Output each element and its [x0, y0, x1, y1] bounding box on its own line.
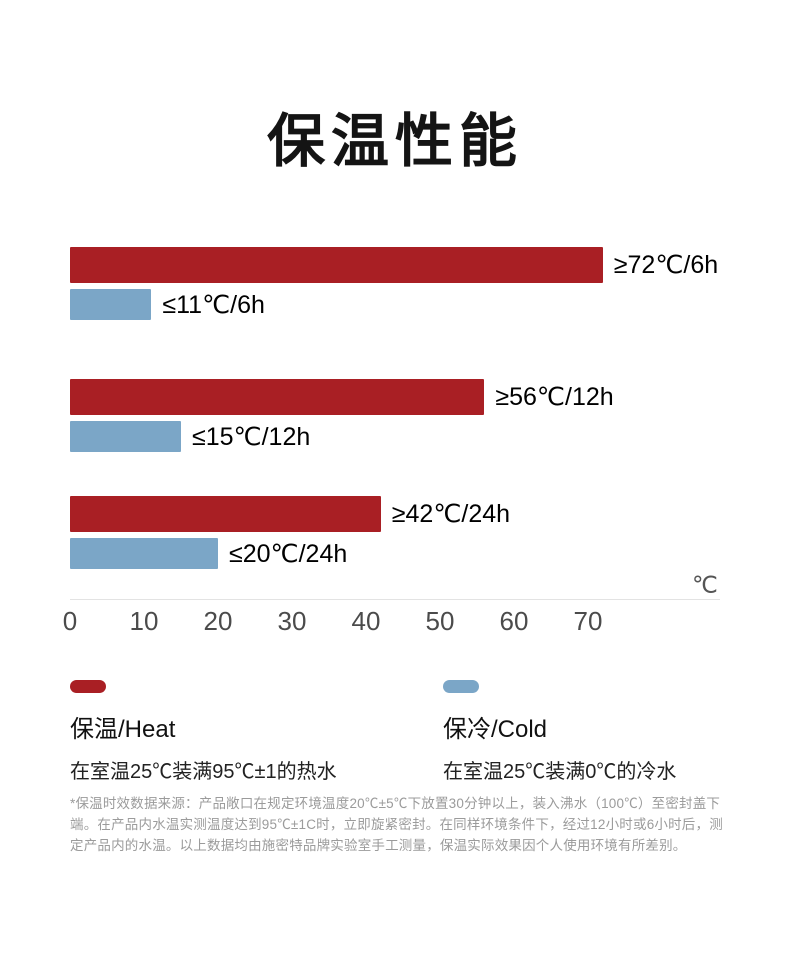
legend-item-heat: 保温/Heat 在室温25℃装满95℃±1的热水 — [70, 680, 337, 784]
cold-bar-24h-row: ≤20℃/24h — [70, 538, 347, 569]
cold-bar-24h — [70, 538, 218, 569]
x-tick-30: 30 — [277, 606, 307, 636]
heat-bar-24h — [70, 496, 381, 532]
x-tick-20: 20 — [203, 606, 233, 636]
x-axis-unit: ℃ — [692, 572, 718, 598]
x-tick-60: 60 — [499, 606, 529, 636]
heat-bar-12h — [70, 379, 485, 415]
heat-bar-6h — [70, 247, 603, 283]
bar-chart-plot-area: ≥72℃/6h ≤11℃/6h ≥56℃/12h ≤15℃/12h ≥42℃/24h ≤2… — [70, 247, 730, 569]
cold-swatch — [443, 680, 479, 693]
x-tick-10: 10 — [129, 606, 159, 636]
heat-bar-24h-label: ≥42℃/24h — [391, 500, 511, 528]
cold-legend-label: 保冷/Cold — [443, 716, 548, 743]
x-axis-line — [70, 599, 720, 600]
cold-bar-6h-row: ≤11℃/6h — [70, 289, 265, 320]
cold-bar-12h — [70, 421, 181, 452]
x-tick-50: 50 — [425, 606, 455, 636]
heat-bar-6h-row: ≥72℃/6h — [70, 247, 718, 283]
x-tick-0: 0 — [62, 606, 78, 636]
heat-bar-24h-row: ≥42℃/24h — [70, 496, 510, 532]
cold-legend-description: 在室温25℃装满0℃的冷水 — [443, 761, 677, 783]
footnote-text: *保温时效数据来源：产品敞口在规定环境温度20℃±5℃下放置30分钟以上，装入沸… — [70, 796, 723, 853]
cold-bar-6h-label: ≤11℃/6h — [162, 290, 265, 319]
heat-legend-description: 在室温25℃装满95℃±1的热水 — [70, 761, 337, 783]
page-title: 保温性能 — [266, 109, 523, 174]
x-tick-70: 70 — [573, 606, 603, 636]
heat-bar-12h-row: ≥56℃/12h — [70, 379, 614, 415]
heat-bar-6h-label: ≥72℃/6h — [613, 251, 719, 279]
x-tick-40: 40 — [351, 606, 381, 636]
cold-bar-12h-label: ≤15℃/12h — [192, 422, 311, 451]
legend-item-cold: 保冷/Cold 在室温25℃装满0℃的冷水 — [443, 680, 676, 784]
cold-bar-24h-label: ≤20℃/24h — [229, 539, 348, 568]
heat-swatch — [70, 680, 106, 693]
cold-bar-6h — [70, 289, 152, 320]
cold-bar-12h-row: ≤15℃/12h — [70, 421, 310, 452]
heat-legend-label: 保温/Heat — [70, 716, 176, 743]
heat-bar-12h-label: ≥56℃/12h — [495, 383, 614, 411]
x-axis-ticks: 0 10 20 30 40 50 60 70 — [63, 606, 720, 636]
